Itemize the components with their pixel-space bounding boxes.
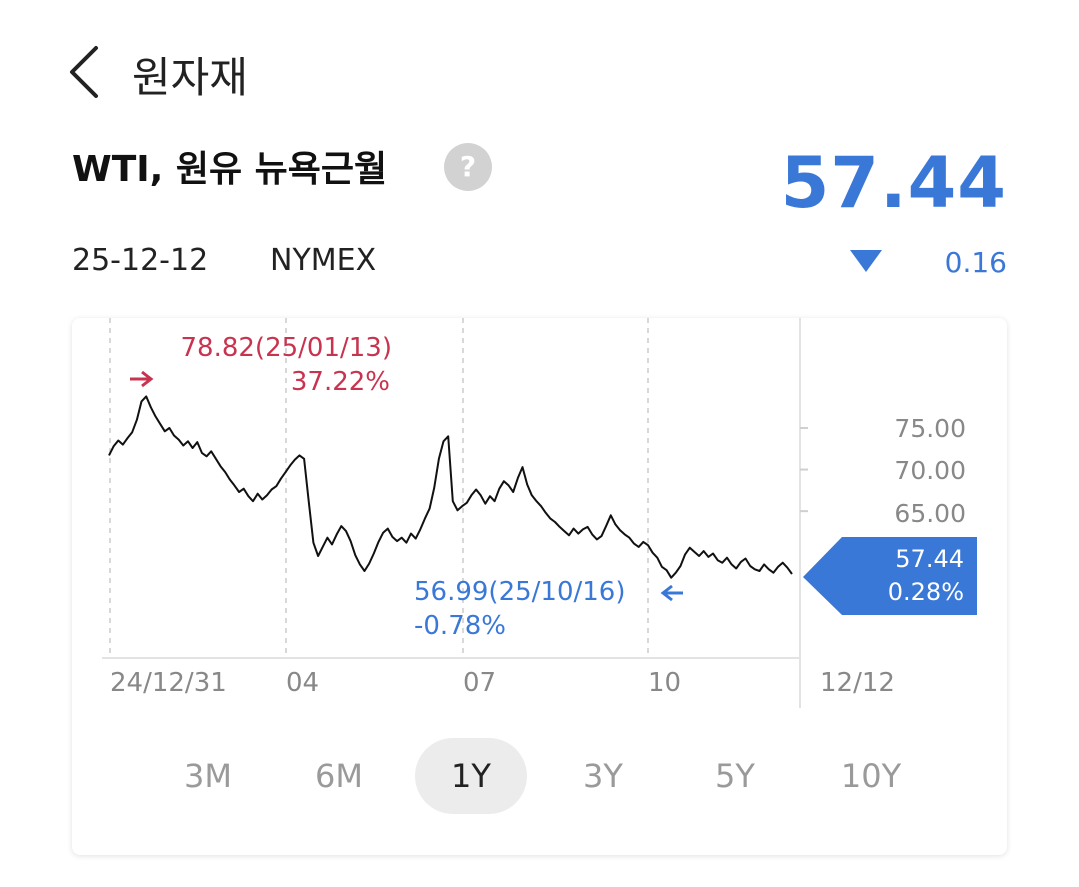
- quote-date: 25-12-12: [72, 243, 209, 278]
- high-annotation-value: 78.82(25/01/13): [181, 333, 393, 363]
- down-triangle-icon: [850, 250, 882, 272]
- current-price-marker: 57.44 0.28%: [803, 537, 977, 615]
- range-tab-5y[interactable]: 5Y: [715, 757, 755, 795]
- chart-series: [108, 395, 793, 579]
- help-button[interactable]: ?: [444, 143, 492, 191]
- instrument-name: WTI, 원유 뉴욕근월: [72, 149, 388, 190]
- x-tick-label: 12/12: [820, 668, 895, 698]
- low-annotation-value: 56.99(25/10/16): [414, 577, 626, 607]
- x-tick-label: 07: [463, 668, 496, 698]
- price-chart: 24/12/31 04 07 10 12/12 75.00 70.00 65.0…: [102, 318, 977, 708]
- current-marker-pct: 0.28%: [888, 578, 964, 606]
- current-marker-value: 57.44: [895, 545, 964, 573]
- help-icon: ?: [459, 150, 477, 183]
- series-line: [108, 395, 793, 579]
- y-tick-label: 70.00: [894, 456, 966, 485]
- x-tick-label: 10: [648, 668, 681, 698]
- y-tick-label: 65.00: [894, 499, 966, 528]
- current-price: 57.44: [780, 142, 1007, 224]
- right-arrow-icon: [130, 370, 154, 388]
- high-annotation-pct: 37.22%: [291, 367, 390, 397]
- header: 원자재: [0, 0, 1079, 130]
- x-tick-label: 04: [286, 668, 319, 698]
- range-tabs: 3M 6M 1Y 3Y 5Y 10Y: [72, 738, 1007, 814]
- back-button[interactable]: [62, 40, 114, 104]
- range-tab-10y[interactable]: 10Y: [840, 757, 902, 795]
- chevron-left-icon: [70, 46, 98, 98]
- range-tab-3m[interactable]: 3M: [184, 757, 232, 795]
- chart-card: 24/12/31 04 07 10 12/12 75.00 70.00 65.0…: [72, 318, 1007, 855]
- chart-labels: 24/12/31 04 07 10 12/12 75.00 70.00 65.0…: [110, 333, 977, 698]
- x-tick-label: 24/12/31: [110, 668, 227, 698]
- price-change: 0.16: [944, 246, 1007, 279]
- range-tab-1y[interactable]: 1Y: [415, 738, 527, 814]
- chart-grid: [102, 318, 808, 708]
- page-title: 원자재: [132, 53, 248, 102]
- exchange-name: NYMEX: [270, 243, 377, 278]
- left-arrow-icon: [660, 584, 683, 602]
- range-tab-6m[interactable]: 6M: [315, 757, 363, 795]
- y-tick-label: 75.00: [894, 414, 966, 443]
- low-annotation-pct: -0.78%: [414, 611, 506, 641]
- range-tab-3y[interactable]: 3Y: [583, 757, 623, 795]
